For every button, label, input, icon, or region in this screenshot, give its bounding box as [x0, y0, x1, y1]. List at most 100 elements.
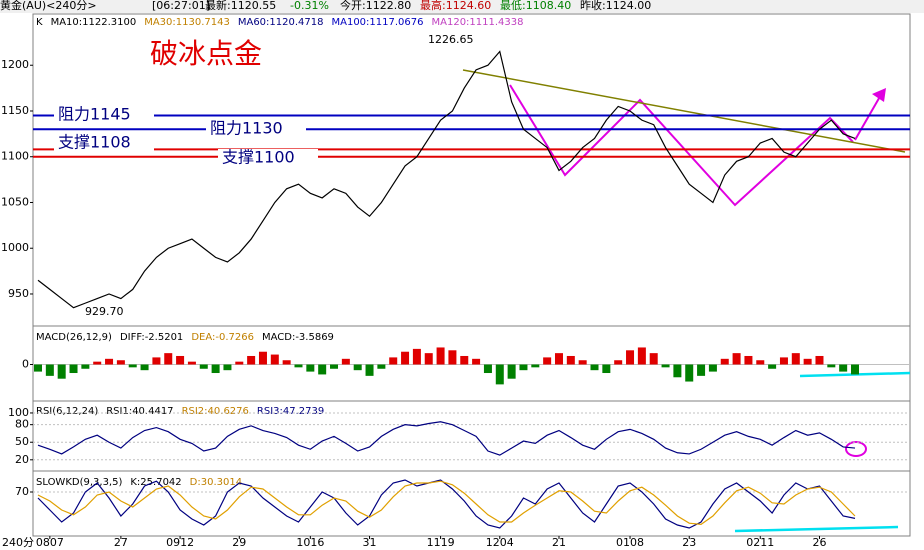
bar — [199, 364, 208, 369]
bar — [519, 364, 528, 371]
bar — [223, 364, 232, 371]
bar — [424, 353, 433, 365]
level-label: 阻力1145 — [58, 105, 131, 124]
level-label-bg — [218, 149, 318, 167]
bar — [353, 364, 362, 371]
y-tick-label: 0 — [22, 358, 29, 371]
bar — [401, 351, 410, 365]
bar — [448, 350, 457, 365]
bar — [330, 364, 339, 369]
bar — [105, 358, 114, 365]
bar — [235, 361, 244, 365]
y-tick-label: 50 — [15, 435, 29, 448]
bar — [211, 364, 220, 374]
bar — [791, 353, 800, 365]
bar — [412, 348, 421, 365]
bar — [626, 350, 635, 365]
x-tick-label: 29 — [232, 536, 246, 549]
x-tick-label: 21 — [552, 536, 566, 549]
bar — [673, 364, 682, 378]
x-tick-label: 0807 — [36, 536, 64, 549]
bar — [602, 364, 611, 374]
bar — [128, 364, 137, 368]
header-item: 昨收:1124.00 — [580, 0, 651, 12]
bar — [472, 358, 481, 365]
bar — [389, 357, 398, 365]
legend-item: SLOWKD(9,3,3,5) — [36, 477, 122, 488]
bar — [744, 355, 753, 365]
bar — [45, 364, 54, 376]
pattern-line — [509, 84, 854, 207]
legend-item: D:30.3014 — [190, 477, 242, 488]
bar — [708, 364, 717, 372]
x-tick-label: 23 — [682, 536, 696, 549]
x-tick-label: 26 — [812, 536, 826, 549]
y-tick-label: 80 — [15, 418, 29, 431]
bar — [779, 357, 788, 365]
x-tick-label: 0211 — [746, 536, 774, 549]
legend-item: K — [36, 17, 43, 28]
header-item: 黄金(AU)<240分> — [0, 0, 97, 12]
bar — [590, 364, 599, 371]
bar — [720, 358, 729, 365]
bar — [815, 355, 824, 365]
series-line — [37, 480, 856, 526]
bar — [614, 360, 623, 365]
legend-item: MA30:1130.7143 — [144, 17, 230, 28]
y-tick-label: 20 — [15, 453, 29, 466]
y-tick-label: 100 — [8, 406, 29, 419]
period-label: 240分 — [2, 536, 34, 549]
level-label-bg — [206, 120, 306, 138]
x-tick-label: 1016 — [296, 536, 324, 549]
bar — [282, 360, 291, 365]
level-label: 支撑1108 — [58, 133, 131, 152]
y-tick-label: 1100 — [1, 150, 29, 163]
header-item: [06:27:01] — [152, 0, 210, 12]
level-label-bg — [54, 106, 154, 124]
chart-title: 破冰点金 — [150, 37, 262, 70]
header-item: 最新:1120.55 — [205, 0, 276, 12]
bar — [732, 353, 741, 365]
highlight-circle — [845, 441, 867, 457]
bar — [531, 364, 540, 368]
bar — [116, 360, 125, 365]
trend-line — [462, 69, 906, 153]
legend-item: RSI3:47.2739 — [257, 406, 324, 417]
legend-item: MA120:1111.4338 — [432, 17, 524, 28]
x-tick-label: 27 — [114, 536, 128, 549]
divergence-line — [799, 371, 911, 378]
bar — [34, 364, 42, 372]
y-tick-label: 950 — [8, 287, 29, 300]
bar — [756, 360, 765, 365]
bar — [827, 364, 836, 368]
bar — [81, 364, 90, 369]
legend-item: MACD:-3.5869 — [262, 332, 334, 343]
bar — [93, 361, 102, 365]
legend-item: K:25.7042 — [130, 477, 181, 488]
legend-item: MA10:1122.3100 — [51, 17, 137, 28]
level-label: 支撑1100 — [222, 148, 295, 167]
bar — [140, 364, 149, 371]
bar — [176, 355, 185, 365]
bar — [377, 364, 386, 369]
y-tick-label: 1050 — [1, 195, 29, 208]
bar — [566, 355, 575, 365]
legend-item: MA100:1117.0676 — [331, 17, 423, 28]
series-line — [37, 479, 856, 529]
bar — [187, 361, 196, 365]
y-tick-label: 1150 — [1, 104, 29, 117]
legend-item: RSI1:40.4417 — [106, 406, 173, 417]
bar — [460, 355, 469, 365]
x-tick-label: 1119 — [427, 536, 455, 549]
bar — [661, 364, 670, 368]
bar — [554, 353, 563, 365]
bar — [637, 347, 646, 365]
bar — [57, 364, 66, 379]
y-tick-label: 1000 — [1, 241, 29, 254]
header-item: 最低:1108.40 — [500, 0, 571, 12]
legend-item: DIFF:-2.5201 — [120, 332, 183, 343]
header-item: 最高:1124.60 — [420, 0, 491, 12]
legend-item: RSI(6,12,24) — [36, 406, 98, 417]
bar — [294, 364, 303, 368]
